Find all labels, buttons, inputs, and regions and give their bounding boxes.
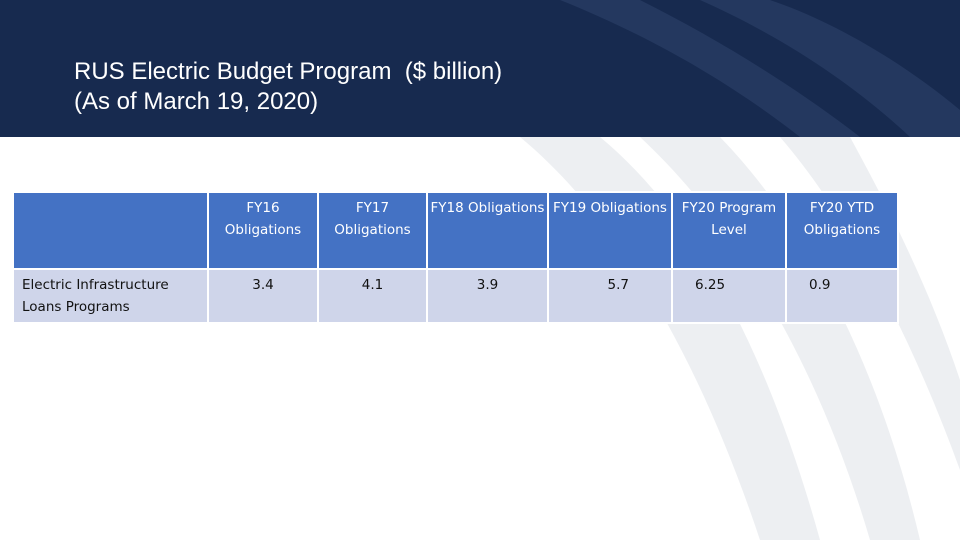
header-cell-fy16: FY16 Obligations xyxy=(207,191,319,270)
title-line-1: RUS Electric Budget Program ($ billion) xyxy=(74,58,503,85)
value-fy19: 5.7 xyxy=(547,268,673,324)
value-fy17: 4.1 xyxy=(317,268,428,324)
value-fy18: 3.9 xyxy=(426,268,549,324)
header-cell-fy18: FY18 Obligations xyxy=(426,191,549,270)
header-cell-fy20-program: FY20 Program Level xyxy=(671,191,787,270)
table-row: Electric Infrastructure Loans Programs 3… xyxy=(12,268,899,324)
header-cell-fy19: FY19 Obligations xyxy=(547,191,673,270)
title-line-2: (As of March 19, 2020) xyxy=(74,88,319,115)
row-label: Electric Infrastructure Loans Programs xyxy=(12,268,209,324)
header-cell-fy17: FY17 Obligations xyxy=(317,191,428,270)
value-fy16: 3.4 xyxy=(207,268,319,324)
header-band: RUS Electric Budget Program ($ billion) … xyxy=(0,0,960,137)
slide-title: RUS Electric Budget Program ($ billion) … xyxy=(74,57,502,117)
budget-table: FY16 Obligations FY17 Obligations FY18 O… xyxy=(12,191,899,324)
value-fy20-ytd: 0.9 xyxy=(785,268,899,324)
header-cell-corner xyxy=(12,191,209,270)
header-cell-fy20-ytd: FY20 YTD Obligations xyxy=(785,191,899,270)
header-row: FY16 Obligations FY17 Obligations FY18 O… xyxy=(12,191,899,270)
value-fy20-program: 6.25 xyxy=(671,268,787,324)
